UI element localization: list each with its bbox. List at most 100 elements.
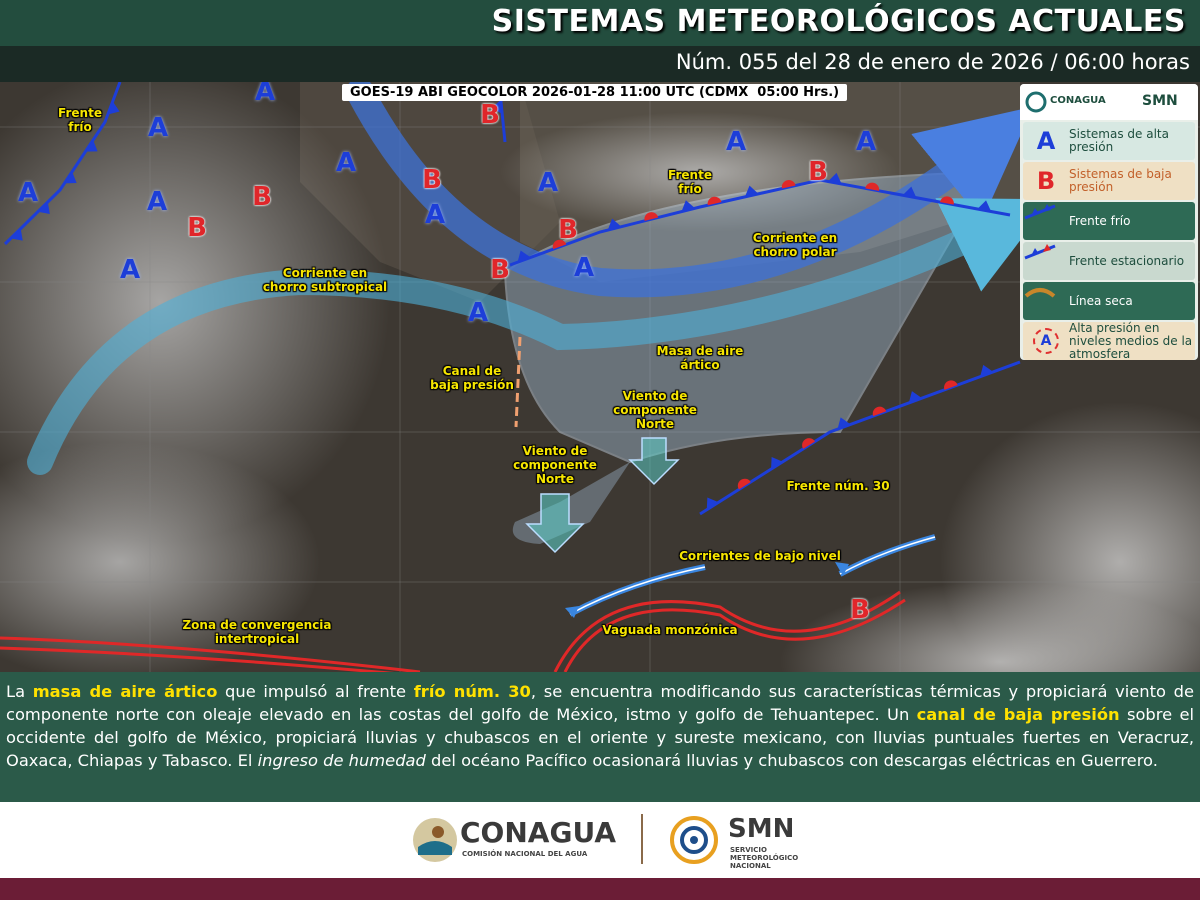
front-part <box>509 178 1011 267</box>
description-band: La masa de aire ártico que impulsó al fr… <box>0 672 1200 802</box>
legend-item: A Sistemas de alta presión <box>1023 122 1195 160</box>
front-part <box>781 180 796 189</box>
front-part <box>707 196 722 206</box>
legend-label: Sistemas de baja presión <box>1069 167 1172 194</box>
front-part <box>491 99 503 114</box>
subheader-band: Núm. 055 del 28 de enero de 2026 / 06:00… <box>0 46 1200 82</box>
satellite-caption: GOES-19 ABI GEOCOLOR 2026-01-28 11:00 UT… <box>342 84 848 101</box>
clouds <box>500 112 900 232</box>
description-segment: sobre el occidente del golfo de México, … <box>6 705 1194 770</box>
wind-arrow <box>628 437 680 486</box>
low-pressure-center: B <box>187 213 207 243</box>
legend-item: A Alta presión en niveles medios de la at… <box>1023 321 1195 360</box>
front-part <box>837 417 851 430</box>
clouds <box>780 582 1200 672</box>
legend-icon <box>1023 202 1069 240</box>
front-part <box>85 139 98 152</box>
front-part <box>802 438 816 449</box>
legend-icon <box>1023 282 1069 320</box>
legend-symbol: A <box>1033 328 1059 354</box>
description-segment: La <box>6 682 33 701</box>
high-pressure-center: A <box>725 127 747 157</box>
subtitle: Núm. 055 del 28 de enero de 2026 / 06:00… <box>675 50 1190 74</box>
low-pressure-center: B <box>558 215 578 245</box>
front-part <box>552 239 567 250</box>
smn-logo <box>670 816 718 864</box>
legend-symbol <box>1024 204 1056 220</box>
legend: CONAGUA SMN A Sistemas de alta presión B Si… <box>1020 84 1198 360</box>
subtropical-jet <box>27 198 1052 475</box>
front-part <box>908 391 922 403</box>
header-band: SISTEMAS METEOROLÓGICOS ACTUALES <box>0 0 1200 46</box>
high-pressure-center: A <box>424 200 446 230</box>
map-label: Canal de baja presión <box>430 364 514 392</box>
low-pressure-center: B <box>252 182 272 212</box>
fronts <box>3 82 1021 516</box>
map-label: Corriente en chorro subtropical <box>262 266 388 294</box>
front-part <box>865 182 880 191</box>
front-part <box>902 186 917 198</box>
map-label: Vaguada monzónica <box>602 623 738 637</box>
high-pressure-center: A <box>573 253 595 283</box>
front-part <box>737 478 751 490</box>
footer-smn: SMN <box>728 814 795 844</box>
map-label: Frente frío <box>668 168 712 196</box>
map-label: Corriente en chorro polar <box>752 231 838 259</box>
front-part <box>681 200 696 212</box>
map-drawing <box>0 82 1200 672</box>
low-pressure-center: B <box>480 100 500 130</box>
legend-symbol <box>1024 288 1056 298</box>
legend-icon: B <box>1023 162 1069 200</box>
footer-band <box>0 878 1200 900</box>
map-label: Masa de aire ártico <box>656 344 744 372</box>
map-label: Viento de componente Norte <box>513 444 597 486</box>
description-segment: canal de baja presión <box>916 705 1120 724</box>
title: SISTEMAS METEOROLÓGICOS ACTUALES <box>491 4 1186 39</box>
legend-item: B Sistemas de baja presión <box>1023 162 1195 200</box>
front-part <box>517 250 531 263</box>
legend-symbol: A <box>1036 127 1056 155</box>
front-part <box>944 380 958 390</box>
footer-conagua-sub: COMISIÓN NACIONAL DEL AGUA <box>462 850 588 858</box>
legend-symbol <box>1024 244 1056 260</box>
description-segment: del océano Pacífico ocasionará lluvias y… <box>425 751 1158 770</box>
legend-label: Línea seca <box>1069 293 1133 308</box>
high-pressure-center: A <box>17 178 39 208</box>
front-part <box>107 101 120 115</box>
wind-arrow <box>525 493 585 554</box>
description-segment: masa de aire ártico <box>32 682 218 701</box>
description-segment: que impulsó al frente <box>217 682 414 701</box>
low-pressure-center: B <box>850 595 870 625</box>
clouds <box>0 442 320 672</box>
high-pressure-center: A <box>146 187 168 217</box>
legend-label: Frente estacionario <box>1069 253 1185 268</box>
front-part <box>706 497 719 510</box>
front-part <box>939 196 954 205</box>
high-pressure-center: A <box>335 148 357 178</box>
map-label: Corrientes de bajo nivel <box>679 549 841 563</box>
high-pressure-center: A <box>147 113 169 143</box>
front-part <box>744 185 759 197</box>
front-part <box>771 456 783 470</box>
legend-icon <box>1023 242 1069 280</box>
low-pressure-center: B <box>490 255 510 285</box>
front-part <box>644 212 659 221</box>
description-segment: ingreso de humedad <box>257 751 426 770</box>
footer-conagua: CONAGUA <box>460 816 616 849</box>
front-part <box>64 171 77 184</box>
low-level-currents-core <box>569 536 936 615</box>
legend-header: CONAGUA SMN <box>1020 84 1198 120</box>
trough-line <box>514 336 522 428</box>
legend-item: Línea seca <box>1023 282 1195 320</box>
high-pressure-center: A <box>855 127 877 157</box>
legend-item: Frente estacionario <box>1023 242 1195 280</box>
conagua-logo <box>413 818 457 862</box>
high-pressure-center: A <box>254 82 276 107</box>
footer: CONAGUA COMISIÓN NACIONAL DEL AGUA SMN S… <box>0 802 1200 878</box>
map-label: Viento de componente Norte <box>613 389 697 431</box>
front-part <box>10 228 23 241</box>
legend-items: A Sistemas de alta presión B Sistemas de ba… <box>1020 122 1198 360</box>
footer-divider <box>641 814 643 864</box>
high-pressure-center: A <box>467 298 489 328</box>
description-segment: , se encuentra modificando sus caracterí… <box>6 682 1194 724</box>
